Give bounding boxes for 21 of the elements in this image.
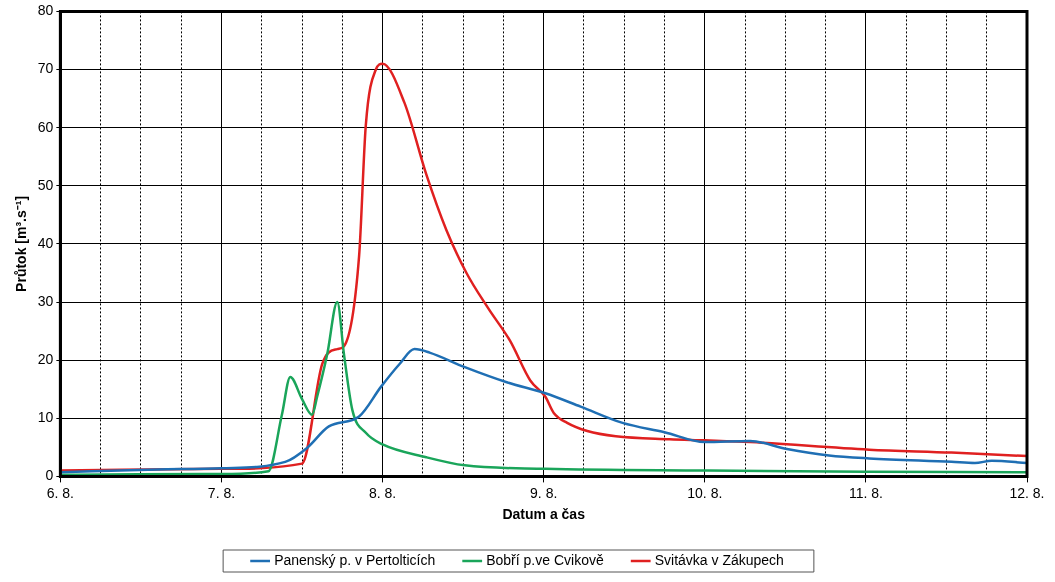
y-tick-label: 0 — [45, 467, 54, 484]
x-tick-label: 9. 8. — [530, 484, 558, 501]
y-tick-label: 60 — [37, 118, 54, 135]
y-tick-label: 20 — [37, 351, 54, 368]
legend-label: Bobří p.ve Cvikově — [486, 551, 604, 568]
y-axis-title: Průtok [m³.s⁻¹] — [13, 195, 30, 292]
x-axis-title: Datum a čas — [502, 506, 586, 523]
y-tick-label: 80 — [37, 2, 54, 19]
x-tick-label: 8. 8. — [368, 484, 397, 501]
legend-label: Svitávka v Zákupech — [654, 551, 784, 568]
y-tick-label: 50 — [37, 176, 54, 193]
y-tick-label: 70 — [37, 60, 54, 77]
legend-label: Panenský p. v Pertolticích — [274, 551, 436, 568]
y-tick-label: 40 — [37, 234, 54, 251]
x-tick-label: 6. 8. — [46, 484, 74, 501]
x-tick-label: 7. 8. — [207, 484, 236, 501]
x-tick-label: 10. 8. — [687, 484, 723, 501]
y-tick-label: 10 — [37, 409, 54, 426]
y-tick-label: 30 — [37, 292, 54, 309]
x-tick-label: 12. 8. — [1009, 484, 1045, 501]
x-tick-label: 11. 8. — [848, 484, 883, 501]
